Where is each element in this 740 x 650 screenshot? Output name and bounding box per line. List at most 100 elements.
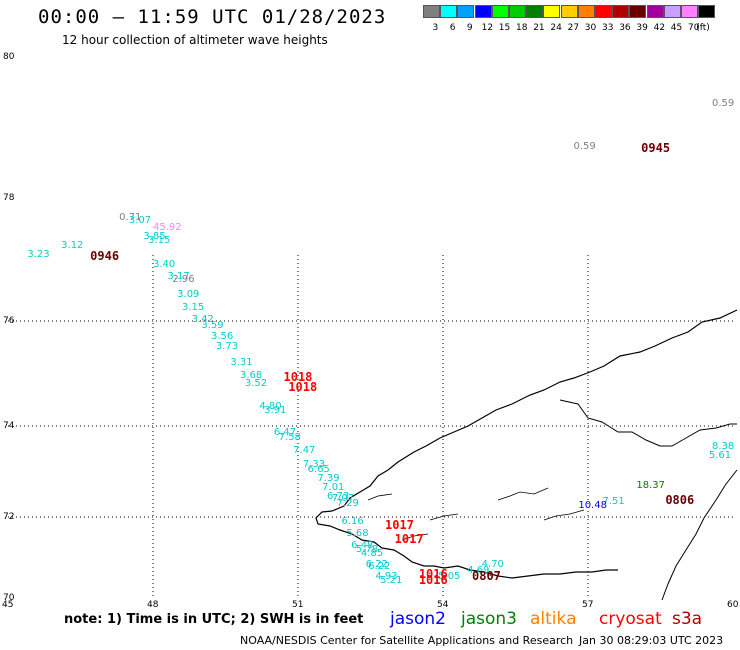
satellite-cryosat: cryosat <box>599 609 662 629</box>
footer-timestamp: Jan 30 08:29:03 UTC 2023 <box>579 634 724 647</box>
wave-height-label: 3.23 <box>27 249 50 261</box>
legend-label: 24 <box>550 23 562 33</box>
wave-height-label: 7.07 <box>331 493 355 505</box>
wave-height-label: 7.51 <box>602 495 625 507</box>
units-note: note: 1) Time is in UTC; 2) SWH is in fe… <box>64 612 364 627</box>
wave-height-label: 3.15 <box>148 235 171 247</box>
lat-tick-label: 74 <box>3 421 15 431</box>
legend-swatch <box>526 5 544 18</box>
legend-swatch <box>474 5 492 18</box>
lon-tick-label: 51 <box>292 600 304 610</box>
wave-height-label: 6.16 <box>341 516 364 527</box>
legend-swatch <box>612 5 630 18</box>
wave-height-label: 2.96 <box>172 273 195 285</box>
satellite-altika: altika <box>530 609 577 629</box>
wave-height-label: 3.07 <box>128 215 152 227</box>
wave-height-label: 3.85 <box>143 230 166 242</box>
legend-label: 30 <box>584 23 597 33</box>
legend-label: 45 <box>670 23 683 33</box>
footer-credit: NOAA/NESDIS Center for Satellite Applica… <box>240 634 574 647</box>
wave-height-label: 0.59 <box>573 140 596 152</box>
wave-height-label: 6.65 <box>307 463 330 475</box>
wave-height-label: 5.05 <box>438 570 461 582</box>
wave-height-label: 4.69 <box>467 564 490 576</box>
wave-height-label: 4.93 <box>375 570 398 582</box>
wave-height-label: 10.48 <box>578 500 607 512</box>
pass-time-label: 1017 <box>394 532 424 547</box>
wave-height-label: 3.68 <box>240 369 263 381</box>
legend-swatch <box>681 5 698 18</box>
legend-label: 15 <box>498 23 511 33</box>
wave-height-label: 8.38 <box>712 440 735 452</box>
legend-swatch <box>509 5 526 18</box>
legend-label: 42 <box>653 23 666 33</box>
wave-height-label: 3.17 <box>167 270 190 282</box>
lon-tick-label: 54 <box>437 600 449 610</box>
lat-tick-label: 76 <box>3 316 15 326</box>
wave-height-label: 6.48 <box>351 540 374 552</box>
legend-label: 9 <box>466 23 473 33</box>
legend-swatch <box>577 5 595 18</box>
wave-height-label: 4.80 <box>259 401 282 413</box>
legend-swatch <box>663 5 681 18</box>
wave-height-label: 5.21 <box>380 574 403 586</box>
legend-swatch <box>543 5 561 18</box>
wave-height-label: 6.22 <box>368 560 391 572</box>
wave-height-label: 3.56 <box>211 330 234 342</box>
wave-height-label: 3.52 <box>244 377 268 389</box>
pass-time-label: 1018 <box>288 380 318 395</box>
page-subtitle: 12 hour collection of altimeter wave hei… <box>62 33 328 47</box>
legend-swatch <box>646 5 664 18</box>
wave-height-label: 3.59 <box>201 320 224 331</box>
wave-height-label: 7.47 <box>293 445 316 457</box>
wave-height-label: 7.39 <box>317 472 340 484</box>
coastline <box>315 309 738 579</box>
wave-height-label: 3.40 <box>153 258 176 270</box>
pass-time-label: 0945 <box>641 140 671 155</box>
pass-time-label: 0807 <box>472 568 501 583</box>
wave-height-label: 6.73 <box>327 490 350 502</box>
pass-time-label: 0806 <box>665 493 695 508</box>
wave-height-label: 5.78 <box>356 544 379 556</box>
lon-tick-label: 60 <box>727 600 739 610</box>
pass-time-label: 0946 <box>90 249 120 264</box>
pass-time-label: 1016 <box>418 566 448 581</box>
wave-height-label: 0.59 <box>712 98 735 110</box>
legend-label: 70 <box>688 23 700 33</box>
coastline-east <box>661 469 738 601</box>
wave-height-label: 7.33 <box>302 459 326 471</box>
wave-height-label: 3.73 <box>215 341 239 352</box>
legend-label: 3 <box>432 23 439 33</box>
legend-label: 27 <box>567 23 580 33</box>
lat-tick-label: 78 <box>3 193 15 203</box>
wave-height-label: 3.31 <box>230 356 253 368</box>
legend-swatch <box>423 5 440 18</box>
coastline-inner <box>559 399 737 447</box>
wave-height-label: 4.70 <box>481 558 504 570</box>
wave-height-label: 3.42 <box>191 313 214 325</box>
legend-swatch <box>560 5 578 18</box>
wave-height-label: 3.91 <box>264 405 287 417</box>
wave-height-label: 7.58 <box>278 431 301 443</box>
legend-swatch <box>629 5 647 18</box>
legend-swatch <box>698 5 716 18</box>
satellite-jason3: jason3 <box>461 609 517 629</box>
lat-tick-label: 70 <box>3 593 15 603</box>
pass-time-label: 1017 <box>385 518 414 533</box>
wave-height-label: 6.47 <box>273 427 297 439</box>
legend-label: 6 <box>449 23 456 33</box>
legend-swatch <box>595 5 612 18</box>
legend-swatch <box>457 5 475 18</box>
wave-height-label: 5.68 <box>346 528 369 540</box>
wave-height-label: 6.22 <box>365 558 388 570</box>
satellite-s3a: s3a <box>672 609 703 629</box>
legend-swatch <box>440 5 458 18</box>
wave-height-label: 3.12 <box>61 240 84 252</box>
lon-tick-label: 57 <box>582 600 594 610</box>
satellite-jason2: jason2 <box>390 609 446 629</box>
legend-label: 18 <box>516 23 528 33</box>
lat-lon-grid <box>8 255 733 598</box>
legend-label: 33 <box>602 23 614 33</box>
lat-tick-label: 72 <box>3 512 15 522</box>
